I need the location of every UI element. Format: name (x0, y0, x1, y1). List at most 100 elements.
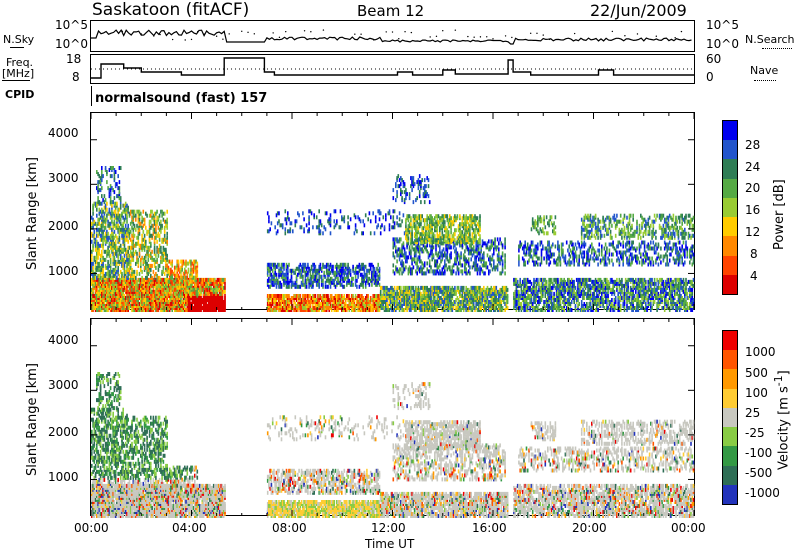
echo-cell (291, 275, 293, 279)
echo-cell (330, 217, 332, 221)
echo-cell (403, 261, 405, 265)
echo-cell (385, 217, 387, 221)
echo-cell (134, 210, 136, 214)
echo-cell (99, 262, 101, 266)
echo-cell (366, 273, 368, 277)
echo-cell (166, 240, 168, 244)
echo-cell (267, 211, 269, 215)
echo-cell (458, 286, 460, 290)
echo-cell (308, 215, 310, 219)
echo-cell (276, 273, 278, 277)
echo-cell (410, 249, 412, 253)
echo-cell (405, 251, 407, 255)
echo-cell (92, 266, 94, 270)
echo-cell (166, 210, 168, 214)
echo-cell (502, 306, 504, 310)
echo-cell (148, 258, 150, 262)
echo-cell (334, 219, 336, 223)
echo-cell (416, 261, 418, 265)
echo-cell (145, 240, 147, 244)
echo-cell (312, 225, 314, 229)
echo-cell (423, 249, 425, 253)
echo-cell (316, 215, 318, 219)
echo-cell (166, 254, 168, 258)
echo-cell (272, 269, 274, 273)
echo-cell (127, 206, 129, 210)
echo-cell (394, 209, 396, 213)
echo-cell (117, 174, 119, 178)
echo-cell (381, 223, 383, 227)
echo-cell (356, 279, 358, 283)
echo-cell (321, 275, 323, 279)
echo-cell (396, 215, 398, 219)
echo-cell (405, 265, 407, 269)
echo-cell (130, 230, 132, 234)
echo-cell (114, 190, 116, 194)
echo-cell (287, 211, 289, 215)
echo-cell (164, 272, 166, 276)
echo-cell (330, 223, 332, 227)
echo-cell (344, 215, 346, 219)
echo-cell (115, 170, 117, 174)
echo-cell (139, 252, 141, 256)
echo-cell (372, 211, 374, 215)
echo-cell (395, 245, 397, 249)
echo-cell (101, 166, 103, 170)
echo-cell (156, 240, 158, 244)
echo-cell (296, 219, 298, 223)
echo-cell (389, 223, 391, 227)
echo-cell (151, 264, 153, 268)
echo-cell (377, 223, 379, 227)
echo-cell (277, 229, 279, 233)
echo-cell (143, 210, 145, 214)
echo-cell (424, 261, 426, 265)
echo-cell (119, 190, 121, 194)
echo-cell (120, 196, 122, 200)
echo-cell (370, 231, 372, 235)
echo-cell (318, 209, 320, 213)
echo-cell (295, 223, 297, 227)
echo-cell (190, 284, 192, 288)
echo-cell (362, 231, 364, 235)
echo-cell (111, 174, 113, 178)
echo-cell (300, 294, 302, 298)
echo-cell (145, 226, 147, 230)
echo-cell (138, 236, 140, 240)
echo-cell (119, 180, 121, 184)
echo-cell (92, 212, 94, 216)
echo-cell (159, 276, 161, 280)
echo-cell (302, 275, 304, 279)
echo-cell (127, 250, 129, 254)
echo-cell (282, 223, 284, 227)
echo-cell (367, 217, 369, 221)
echo-cell (306, 285, 308, 289)
echo-cell (268, 215, 270, 219)
echo-cell (340, 209, 342, 213)
echo-cell (114, 196, 116, 200)
echo-cell (96, 208, 98, 212)
echo-cell (99, 200, 101, 204)
echo-cell (141, 276, 143, 280)
echo-cell (125, 224, 127, 228)
echo-cell (278, 263, 280, 267)
echo-cell (163, 266, 165, 270)
echo-cell (101, 170, 103, 174)
echo-cell (322, 231, 324, 235)
echo-cell (170, 290, 172, 294)
echo-cell (413, 265, 415, 269)
echo-cell (106, 202, 108, 206)
echo-cell (193, 288, 195, 292)
echo-cell (413, 286, 415, 290)
echo-cell (344, 285, 346, 289)
echo-cell (154, 246, 156, 250)
echo-cell (288, 263, 290, 267)
echo-cell (159, 238, 161, 242)
echo-cell (114, 230, 116, 234)
echo-cell (96, 214, 98, 218)
echo-cell (159, 234, 161, 238)
echo-cell (97, 196, 99, 200)
echo-cell (111, 204, 113, 208)
echo-cell (134, 224, 136, 228)
echo-cell (151, 276, 153, 280)
echo-cell (117, 266, 119, 270)
